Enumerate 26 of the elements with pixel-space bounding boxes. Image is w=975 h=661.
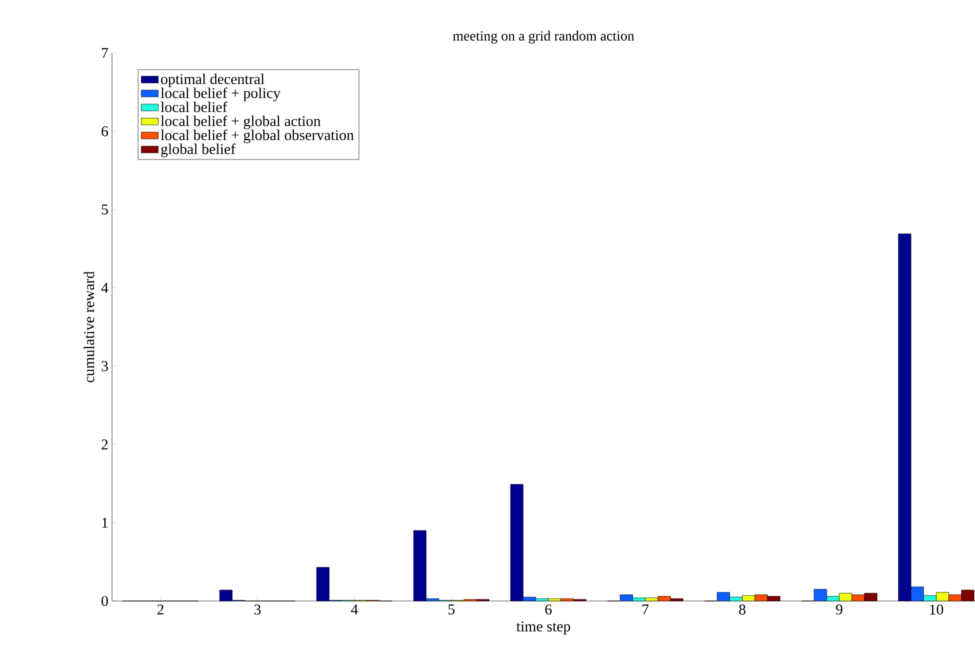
legend-label: local belief + global action bbox=[160, 115, 321, 130]
x-tick-label: 9 bbox=[836, 604, 842, 615]
y-tick-label: 7 bbox=[102, 48, 108, 58]
x-tick-label: 7 bbox=[642, 604, 649, 614]
legend-label: local belief + policy bbox=[160, 87, 280, 102]
x-tick-label: 8 bbox=[739, 604, 746, 615]
y-tick-label: 2 bbox=[102, 439, 108, 450]
y-tick-label: 1 bbox=[102, 518, 108, 528]
x-axis-title: time step bbox=[516, 621, 570, 635]
y-tick-label: 3 bbox=[102, 361, 108, 372]
x-tick-label: 10 bbox=[930, 604, 944, 615]
legend-label: optimal decentral bbox=[161, 74, 264, 88]
y-tick-label: 6 bbox=[102, 126, 108, 136]
x-tick-label: 3 bbox=[254, 604, 261, 615]
x-tick-label: 4 bbox=[350, 604, 358, 614]
legend-label: global belief bbox=[161, 144, 236, 158]
legend-label: local belief + global observation bbox=[160, 130, 354, 144]
y-tick-label: 0 bbox=[102, 596, 108, 606]
y-axis-title: cumulative reward bbox=[84, 271, 94, 382]
x-tick-label: 2 bbox=[157, 604, 164, 614]
chart-title: meeting on a grid random action bbox=[452, 30, 634, 44]
x-tick-label: 6 bbox=[545, 604, 552, 615]
y-tick-label: 4 bbox=[101, 282, 108, 293]
x-tick-label: 5 bbox=[448, 604, 455, 614]
legend-label: local belief bbox=[160, 101, 228, 112]
y-tick-label: 5 bbox=[102, 204, 108, 215]
